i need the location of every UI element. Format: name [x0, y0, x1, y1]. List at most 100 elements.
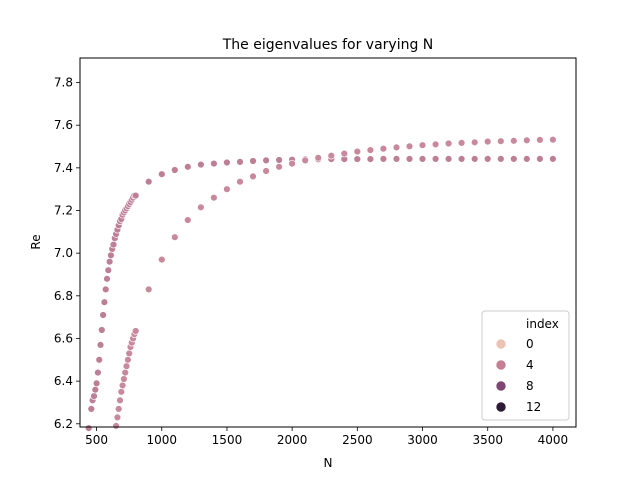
- data-point-series-4: [145, 178, 153, 186]
- x-tick-label: 3500: [472, 433, 503, 447]
- data-point-series-5: [444, 139, 453, 148]
- data-point-series-4: [249, 157, 257, 165]
- data-point-series-5: [114, 405, 123, 413]
- data-point-series-5: [405, 142, 414, 151]
- data-point-series-5: [113, 413, 122, 422]
- data-point-series-4: [236, 158, 244, 166]
- data-point-series-5: [510, 137, 518, 145]
- data-point-series-4: [96, 341, 105, 349]
- x-tick-label: 500: [85, 433, 108, 447]
- y-tick-label: 6.8: [54, 289, 73, 303]
- data-point-series-4: [223, 158, 231, 167]
- data-point-series-5: [249, 172, 257, 181]
- data-point-series-5: [184, 216, 192, 224]
- legend-marker: [495, 401, 507, 413]
- data-point-series-4: [92, 379, 101, 387]
- data-point-series-5: [457, 139, 466, 147]
- legend-marker: [495, 338, 507, 350]
- data-point-series-4: [107, 251, 115, 260]
- y-tick-label: 6.4: [54, 374, 73, 388]
- y-tick-label: 7.8: [54, 76, 73, 90]
- legend-marker: [495, 359, 507, 371]
- data-point-series-5: [275, 163, 283, 171]
- data-point-series-4: [275, 156, 283, 164]
- data-point-series-5: [118, 381, 127, 390]
- data-point-series-4: [497, 155, 505, 163]
- data-point-series-4: [523, 155, 531, 163]
- data-point-series-5: [197, 203, 205, 212]
- data-point-series-4: [87, 405, 96, 413]
- legend-label: 0: [526, 337, 534, 351]
- data-point-series-5: [523, 136, 531, 145]
- data-point-series-4: [171, 166, 179, 174]
- data-point-series-5: [124, 356, 132, 364]
- data-point-series-5: [236, 178, 244, 186]
- data-point-series-4: [105, 258, 114, 266]
- data-point-series-5: [327, 152, 335, 160]
- data-point-series-5: [497, 137, 505, 145]
- data-point-series-5: [418, 141, 427, 149]
- data-point-series-4: [405, 155, 414, 163]
- legend-label: 8: [526, 379, 534, 393]
- y-tick-label: 7.4: [54, 161, 73, 175]
- data-point-series-4: [90, 392, 98, 400]
- x-tick-label: 1500: [212, 433, 243, 447]
- data-point-series-5: [171, 233, 179, 241]
- x-tick-label: 1000: [146, 433, 177, 447]
- plot-frame: [79, 57, 577, 428]
- data-point-series-5: [121, 368, 129, 377]
- data-point-series-5: [353, 147, 361, 156]
- data-point-series-5: [340, 149, 348, 158]
- data-point-series-4: [549, 155, 557, 163]
- data-point-series-4: [103, 275, 111, 283]
- legend-marker: [495, 380, 507, 392]
- scatter-points: [84, 136, 557, 432]
- data-point-series-5: [120, 375, 128, 383]
- data-point-series-5: [431, 140, 440, 149]
- data-point-series-4: [158, 170, 166, 178]
- data-point-series-4: [353, 155, 361, 163]
- data-point-series-5: [112, 422, 120, 430]
- legend-label: 12: [526, 400, 541, 414]
- data-point-series-4: [91, 386, 100, 394]
- chart-title: The eigenvalues for varying N: [222, 37, 434, 53]
- data-point-series-5: [379, 145, 388, 153]
- data-point-series-4: [366, 155, 375, 163]
- data-point-series-4: [95, 356, 103, 364]
- data-point-series-4: [431, 155, 440, 163]
- x-tick-label: 4000: [538, 433, 569, 447]
- y-tick-label: 6.2: [54, 417, 73, 431]
- data-point-series-4: [457, 155, 466, 163]
- data-point-series-4: [210, 159, 218, 168]
- data-point-series-5: [158, 255, 166, 264]
- legend-label: 4: [526, 358, 534, 372]
- data-point-series-4: [132, 191, 140, 200]
- data-point-series-4: [262, 156, 270, 165]
- data-point-series-5: [549, 136, 557, 144]
- data-point-series-4: [84, 424, 93, 432]
- data-point-series-5: [288, 159, 296, 168]
- data-point-series-4: [484, 155, 492, 163]
- data-point-series-4: [444, 155, 453, 163]
- data-point-series-5: [117, 388, 126, 396]
- data-point-series-4: [510, 155, 518, 163]
- data-point-series-5: [145, 285, 153, 294]
- y-tick-label: 7.2: [54, 204, 73, 218]
- data-point-series-4: [94, 368, 102, 377]
- y-axis-ticks: 6.2 6.4 6.6 6.8 7.0 7.2 7.4 7.6 7.8: [54, 76, 80, 431]
- x-tick-label: 2000: [277, 433, 308, 447]
- data-point-series-5: [314, 154, 322, 162]
- x-tick-label: 2500: [342, 433, 373, 447]
- x-axis-label: N: [324, 456, 333, 470]
- x-tick-label: 3000: [407, 433, 438, 447]
- data-point-series-4: [418, 155, 427, 163]
- data-point-series-4: [99, 311, 107, 319]
- y-tick-label: 6.6: [54, 331, 73, 345]
- data-point-series-4: [100, 298, 109, 306]
- legend-box: [481, 310, 570, 421]
- data-point-series-4: [392, 155, 401, 163]
- data-point-series-5: [366, 146, 375, 154]
- data-point-series-5: [262, 167, 270, 175]
- data-point-series-5: [536, 136, 544, 144]
